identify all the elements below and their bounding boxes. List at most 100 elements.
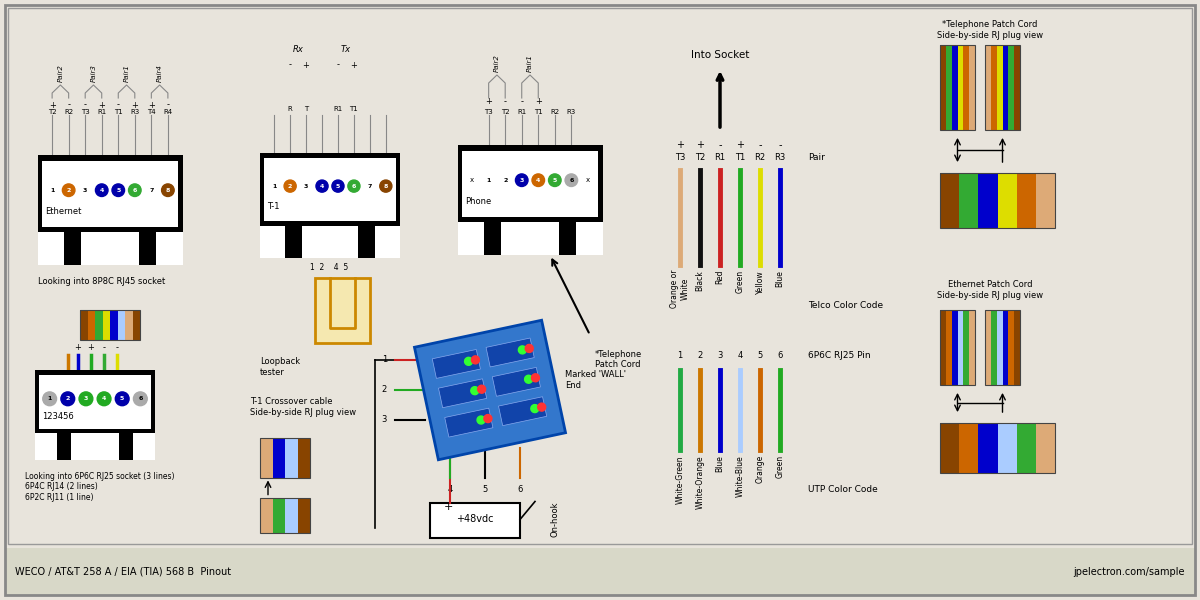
Text: *Telephone
Patch Cord: *Telephone Patch Cord — [595, 350, 642, 370]
Bar — [80, 310, 88, 340]
Text: 1: 1 — [382, 355, 386, 364]
Text: R3: R3 — [774, 154, 786, 163]
Text: 6: 6 — [352, 184, 356, 188]
Text: 2: 2 — [697, 350, 703, 359]
Text: 6P6C RJ25 Pin: 6P6C RJ25 Pin — [808, 350, 871, 359]
Text: Pair2: Pair2 — [494, 54, 500, 72]
Bar — [37, 155, 182, 265]
Text: -: - — [521, 97, 523, 107]
Text: +48vdc: +48vdc — [456, 514, 493, 524]
Circle shape — [268, 180, 281, 192]
Bar — [260, 497, 310, 533]
Circle shape — [46, 184, 59, 196]
Bar — [985, 310, 991, 385]
Bar — [80, 310, 140, 340]
Bar — [997, 310, 1002, 385]
Circle shape — [316, 180, 328, 192]
Text: T2: T2 — [48, 109, 56, 115]
Text: +: + — [736, 140, 744, 150]
Text: +: + — [302, 61, 310, 70]
Bar — [462, 151, 598, 217]
Text: Rx: Rx — [293, 46, 304, 55]
Text: Into Socket: Into Socket — [691, 50, 749, 60]
Circle shape — [548, 174, 562, 187]
Text: Orange or
White: Orange or White — [671, 270, 690, 308]
Text: Blue: Blue — [715, 455, 725, 472]
Bar — [445, 408, 493, 437]
Bar — [71, 433, 119, 460]
Circle shape — [379, 180, 392, 192]
Bar — [133, 433, 155, 460]
Text: +: + — [74, 343, 82, 352]
Text: 4: 4 — [448, 485, 452, 494]
Bar — [997, 423, 1016, 473]
Text: Tx: Tx — [341, 46, 352, 55]
Text: -: - — [336, 61, 340, 70]
Text: -: - — [289, 61, 292, 70]
Text: T1: T1 — [349, 106, 359, 112]
Text: Blue: Blue — [775, 270, 785, 287]
Text: 6: 6 — [138, 396, 143, 401]
Bar — [156, 232, 182, 265]
Bar — [978, 423, 997, 473]
Bar — [991, 310, 997, 385]
Text: 1: 1 — [272, 184, 276, 188]
Text: R3: R3 — [566, 109, 576, 115]
Text: T4: T4 — [148, 109, 156, 115]
Text: x: x — [586, 177, 590, 183]
Text: Pair: Pair — [808, 154, 824, 163]
Bar — [946, 310, 952, 385]
Text: Loopback
tester: Loopback tester — [260, 358, 300, 377]
Circle shape — [348, 180, 360, 192]
Bar — [958, 45, 964, 130]
Bar — [298, 437, 310, 478]
Bar — [118, 310, 125, 340]
Bar — [958, 310, 964, 385]
Text: Phone: Phone — [464, 197, 491, 206]
Bar — [991, 45, 997, 130]
Text: 2: 2 — [288, 184, 293, 188]
Text: Pair3: Pair3 — [90, 64, 96, 82]
Bar — [997, 45, 1002, 130]
Text: -: - — [67, 100, 70, 109]
Text: T2: T2 — [500, 109, 510, 115]
Text: Green: Green — [736, 270, 744, 293]
Bar — [940, 45, 946, 130]
Text: Orange: Orange — [756, 455, 764, 483]
Text: *Telephone Patch Cord
Side-by-side RJ plug view: *Telephone Patch Cord Side-by-side RJ pl… — [937, 20, 1043, 40]
Bar — [438, 379, 487, 408]
Bar — [1016, 173, 1036, 228]
Text: Ethernet Patch Cord
Side-by-side RJ plug view: Ethernet Patch Cord Side-by-side RJ plug… — [937, 280, 1043, 299]
Text: 1: 1 — [486, 178, 491, 182]
Text: Telco Color Code: Telco Color Code — [808, 301, 883, 310]
Text: 3: 3 — [718, 350, 722, 359]
Text: White-Orange: White-Orange — [696, 455, 704, 509]
Text: 6: 6 — [517, 485, 523, 494]
Circle shape — [516, 174, 528, 187]
Circle shape — [112, 184, 125, 196]
Bar — [940, 45, 974, 130]
Text: 1: 1 — [48, 396, 52, 401]
Text: 3: 3 — [83, 188, 88, 193]
Bar — [35, 433, 56, 460]
Text: T3: T3 — [485, 109, 493, 115]
Text: -: - — [116, 100, 120, 109]
Circle shape — [133, 392, 148, 406]
Bar — [414, 320, 565, 460]
Bar — [5, 548, 1195, 595]
Text: T1: T1 — [534, 109, 542, 115]
Circle shape — [284, 180, 296, 192]
Text: 3: 3 — [520, 178, 524, 182]
Bar — [985, 45, 991, 130]
Text: -: - — [758, 140, 762, 150]
Text: T3: T3 — [674, 154, 685, 163]
Text: UTP Color Code: UTP Color Code — [808, 485, 877, 494]
Bar — [959, 423, 978, 473]
Bar — [486, 338, 534, 367]
Bar — [1016, 423, 1036, 473]
Bar — [498, 397, 547, 425]
Bar — [298, 497, 310, 533]
Bar — [260, 497, 272, 533]
Text: Ethernet: Ethernet — [44, 208, 82, 217]
Circle shape — [79, 392, 92, 406]
